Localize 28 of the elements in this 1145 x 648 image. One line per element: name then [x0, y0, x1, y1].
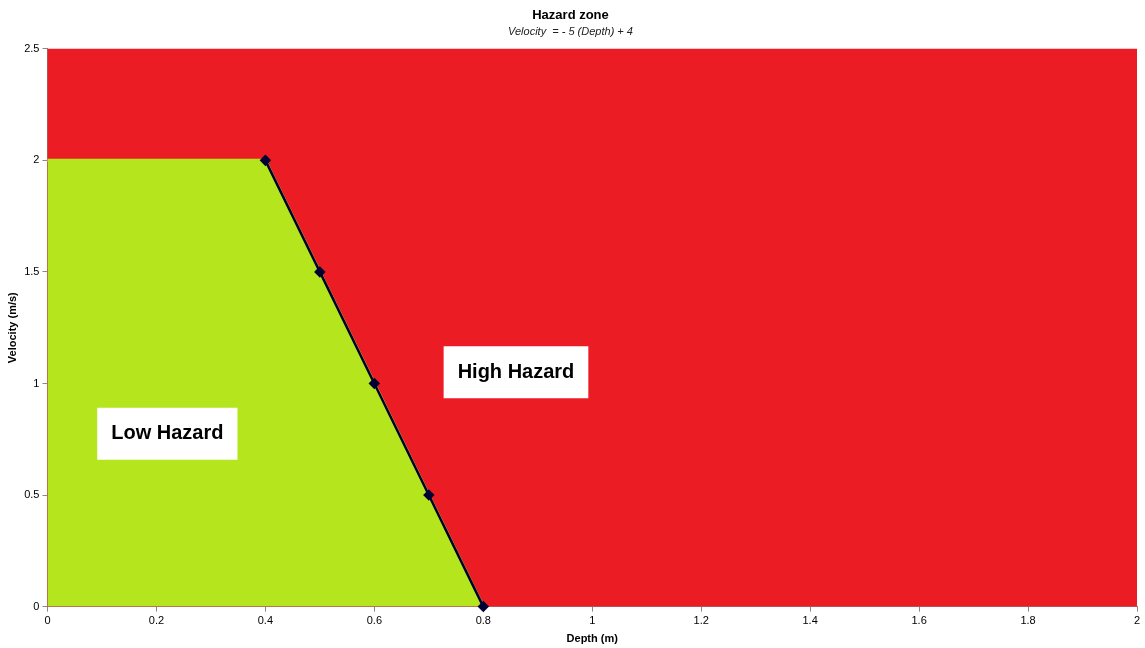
x-tick-label: 2 [1133, 614, 1141, 627]
y-axis-title: Velocity (m/s) [5, 291, 18, 364]
x-tick-label: 0.8 [475, 614, 491, 627]
y-tick-label: 1.5 [24, 264, 40, 277]
point [260, 155, 271, 166]
x-axis-title: Depth (m) [566, 632, 619, 645]
x-tick-label: 1.4 [802, 614, 818, 627]
annotation: High Hazard [457, 359, 575, 382]
chart-subtitle: Velocity = - 5 (Depth) + 4 [508, 25, 633, 38]
y-tick-label: 0 [33, 599, 40, 612]
point [478, 601, 489, 612]
x-tick-label: 0 [44, 614, 51, 627]
x-tick-label: 1.8 [1020, 614, 1036, 627]
y-tick-label: 0.5 [24, 488, 40, 501]
point [369, 378, 380, 389]
x-tick-label: 1.6 [911, 614, 927, 627]
x-tick-label: 0.6 [366, 614, 382, 627]
x-tick-label: 0.4 [257, 614, 274, 627]
y-tick-label: 1 [33, 376, 40, 389]
point [423, 489, 435, 501]
x-tick-label: 1 [589, 614, 596, 627]
y-tick-label: 2.5 [24, 41, 40, 54]
y-tick-label: 2 [33, 153, 40, 166]
x-tick-label: 0.2 [148, 614, 165, 627]
annotation: Low Hazard [111, 421, 224, 444]
x-tick-label: 1.2 [693, 614, 709, 627]
point [314, 266, 326, 278]
chart-title: Hazard zone [532, 7, 609, 23]
